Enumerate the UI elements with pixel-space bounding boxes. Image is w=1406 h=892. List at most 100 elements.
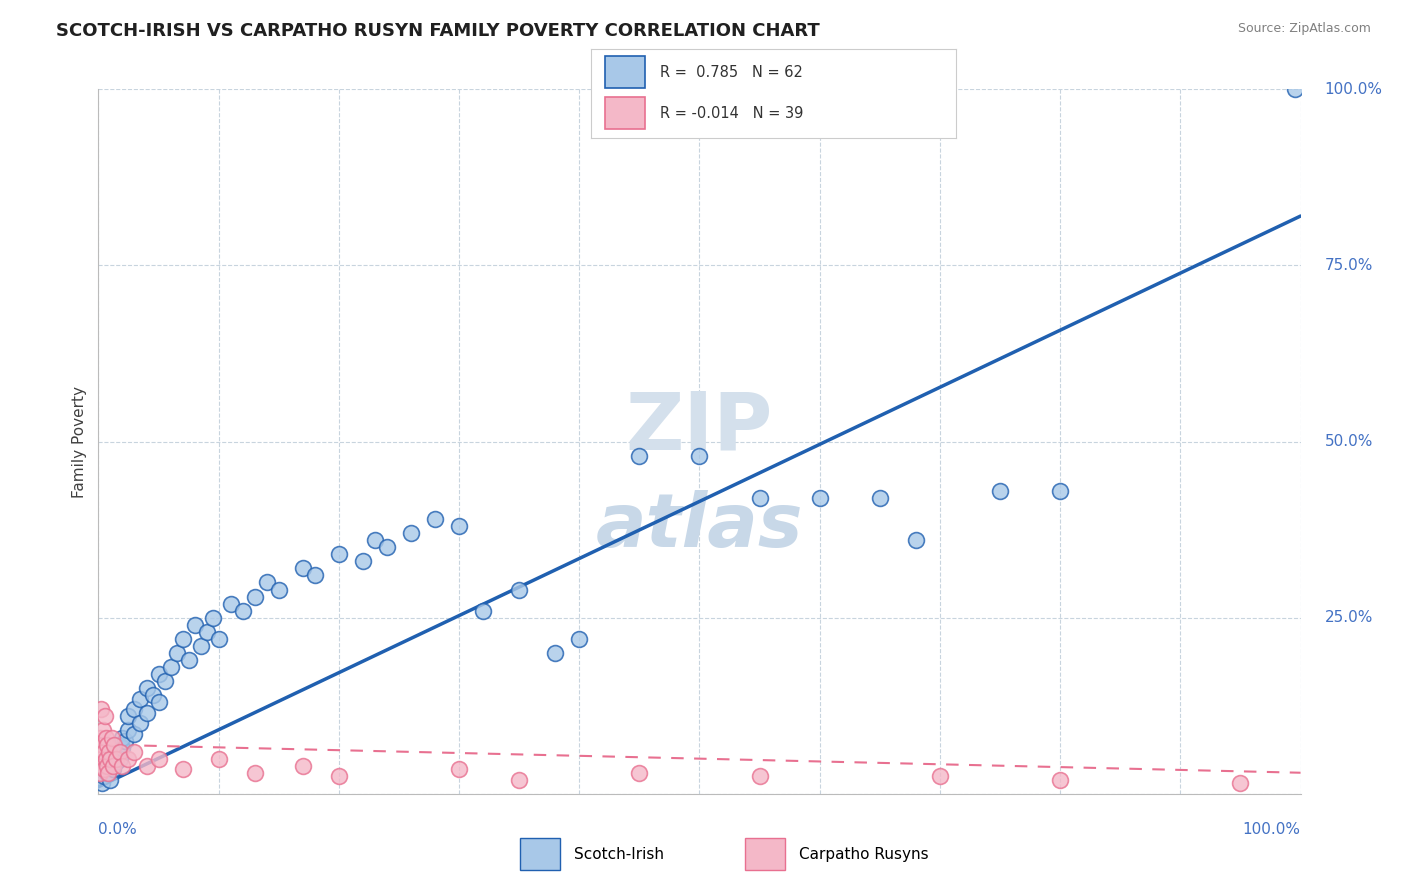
Point [108, 738, 131, 752]
Point [124, 745, 146, 759]
Point [93, 762, 115, 776]
Point [328, 547, 350, 561]
Text: Scotch-Irish: Scotch-Irish [574, 847, 664, 862]
Point [93, 769, 115, 783]
Point [101, 758, 124, 772]
Point [117, 709, 139, 723]
Point [103, 745, 125, 759]
Point [183, 617, 205, 632]
Point [688, 449, 710, 463]
Point [91, 738, 114, 752]
Point [105, 751, 128, 765]
Point [172, 762, 194, 776]
Point [904, 533, 927, 548]
Point [153, 674, 176, 689]
Point [89, 731, 111, 745]
Point [96, 758, 118, 772]
Text: 100.0%: 100.0% [1243, 822, 1301, 837]
Point [148, 695, 170, 709]
Point [988, 483, 1011, 498]
Point [96, 765, 118, 780]
Point [472, 604, 495, 618]
Text: R =  0.785   N = 62: R = 0.785 N = 62 [659, 65, 803, 79]
Point [148, 667, 170, 681]
Point [172, 632, 194, 646]
Text: R = -0.014   N = 39: R = -0.014 N = 39 [659, 106, 803, 120]
Point [135, 758, 157, 772]
Text: 25.0%: 25.0% [1324, 610, 1374, 625]
Y-axis label: Family Poverty: Family Poverty [72, 385, 87, 498]
Point [100, 751, 122, 765]
Point [135, 706, 157, 720]
Bar [605, 56, 645, 88]
Point [91, 776, 114, 790]
Point [208, 751, 231, 765]
Point [808, 491, 831, 505]
Point [628, 449, 651, 463]
Point [93, 745, 115, 759]
Bar [605, 97, 645, 129]
Point [869, 491, 891, 505]
Point [304, 568, 326, 582]
Point [96, 738, 118, 752]
Point [568, 632, 591, 646]
Point [108, 751, 131, 765]
Point [375, 540, 398, 554]
Point [256, 575, 278, 590]
Point [291, 758, 314, 772]
Point [190, 639, 212, 653]
Point [129, 716, 152, 731]
Point [267, 582, 290, 597]
Text: atlas: atlas [596, 490, 803, 563]
Point [90, 702, 112, 716]
Point [195, 624, 218, 639]
Point [96, 731, 118, 745]
Point [100, 748, 122, 763]
Point [352, 554, 374, 568]
Point [748, 491, 770, 505]
Point [105, 755, 128, 769]
Text: SCOTCH-IRISH VS CARPATHO RUSYN FAMILY POVERTY CORRELATION CHART: SCOTCH-IRISH VS CARPATHO RUSYN FAMILY PO… [56, 22, 820, 40]
Text: 50.0%: 50.0% [1324, 434, 1374, 449]
Point [100, 772, 122, 787]
Point [94, 751, 117, 765]
Point [124, 727, 146, 741]
Point [111, 741, 134, 756]
Point [1049, 483, 1071, 498]
Point [101, 762, 124, 776]
Point [748, 769, 770, 783]
Point [364, 533, 387, 548]
Point [243, 765, 266, 780]
Point [1049, 772, 1071, 787]
Point [124, 702, 146, 716]
Point [928, 769, 950, 783]
Point [90, 751, 112, 765]
Point [91, 723, 114, 738]
Point [508, 582, 530, 597]
Point [508, 772, 530, 787]
Point [544, 646, 567, 660]
Bar [745, 838, 785, 870]
Point [328, 769, 350, 783]
Point [94, 709, 117, 723]
Point [97, 758, 120, 772]
Point [148, 751, 170, 765]
Point [111, 731, 134, 745]
Point [100, 731, 122, 745]
Point [159, 660, 181, 674]
Point [135, 681, 157, 696]
Point [201, 610, 224, 624]
Point [89, 765, 111, 780]
Point [1284, 82, 1306, 96]
Point [114, 734, 136, 748]
Point [166, 646, 188, 660]
Point [97, 765, 120, 780]
Point [98, 745, 121, 759]
Point [447, 519, 470, 533]
Point [129, 691, 152, 706]
Point [219, 597, 242, 611]
Text: 75.0%: 75.0% [1324, 258, 1374, 273]
Bar [520, 838, 560, 870]
Point [111, 758, 134, 772]
Text: 100.0%: 100.0% [1324, 82, 1382, 96]
